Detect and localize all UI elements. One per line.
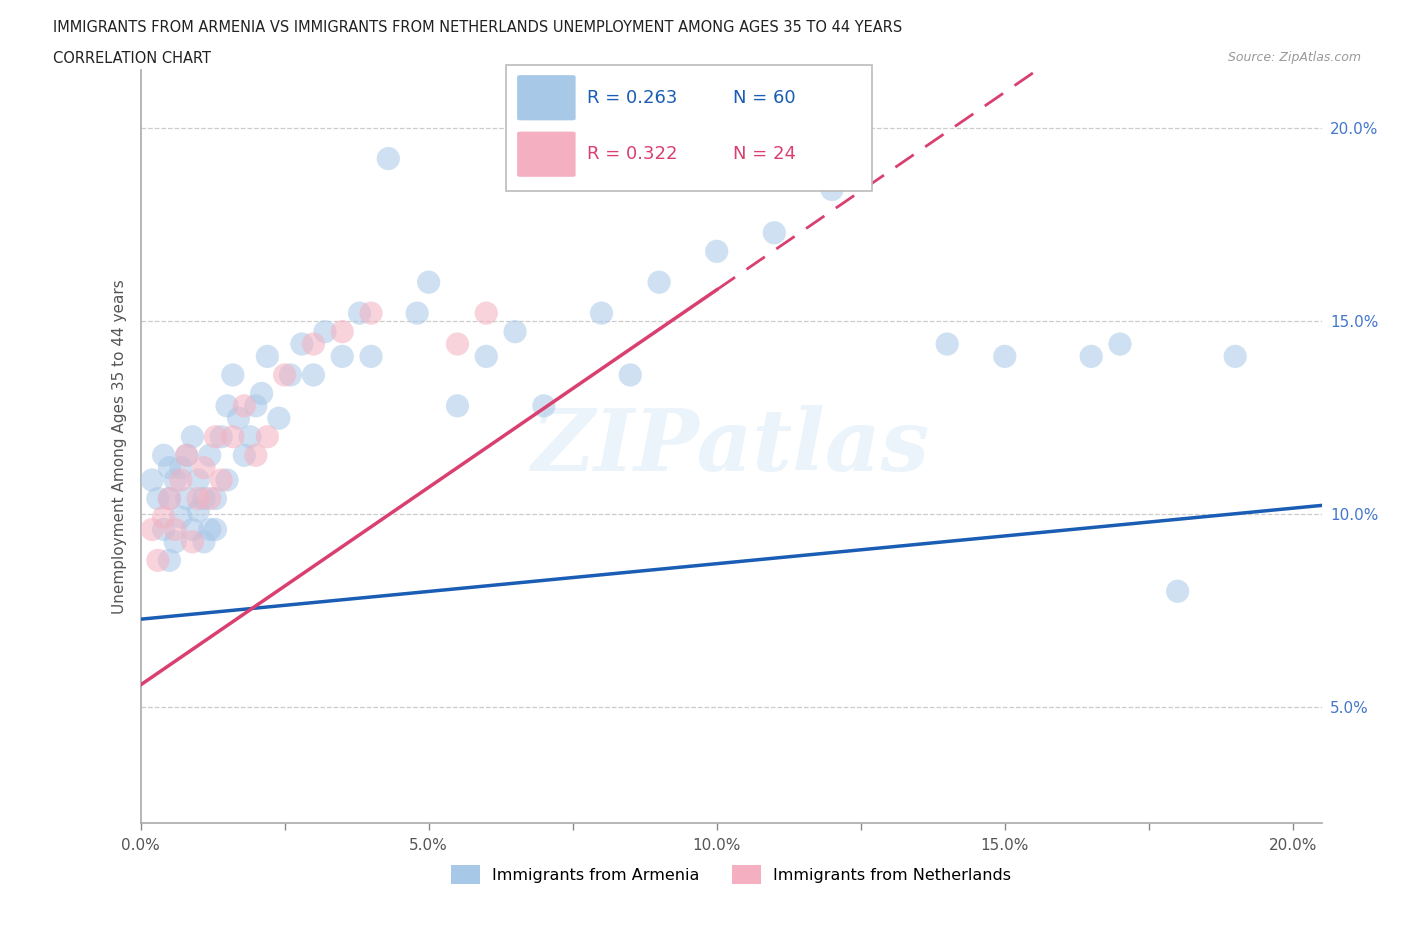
Immigrants from Armenia xyxy=(176,615,198,630)
Immigrants from Armenia xyxy=(170,654,193,669)
Immigrants from Armenia xyxy=(222,565,245,579)
Immigrants from Armenia xyxy=(267,591,290,606)
Immigrants from Armenia xyxy=(170,622,193,637)
Text: N = 60: N = 60 xyxy=(733,88,796,107)
Immigrants from Armenia xyxy=(146,642,169,657)
Immigrants from Armenia xyxy=(198,661,221,676)
Immigrants from Armenia xyxy=(349,525,371,540)
Immigrants from Netherlands xyxy=(146,681,169,696)
Immigrants from Armenia xyxy=(619,565,641,579)
Immigrants from Netherlands xyxy=(330,538,353,552)
Immigrants from Netherlands xyxy=(302,545,325,560)
Immigrants from Netherlands xyxy=(273,565,295,579)
Immigrants from Armenia xyxy=(157,642,180,657)
Immigrants from Armenia xyxy=(198,615,221,630)
Immigrants from Armenia xyxy=(1080,553,1102,568)
Immigrants from Armenia xyxy=(763,475,786,490)
Immigrants from Armenia xyxy=(165,669,187,684)
Y-axis label: Unemployment Among Ages 35 to 44 years: Unemployment Among Ages 35 to 44 years xyxy=(111,279,127,614)
Immigrants from Armenia xyxy=(503,538,526,552)
Immigrants from Armenia xyxy=(994,553,1017,568)
Immigrants from Armenia xyxy=(204,642,226,657)
FancyBboxPatch shape xyxy=(517,132,575,177)
Immigrants from Armenia xyxy=(215,584,238,599)
Immigrants from Armenia xyxy=(228,591,250,606)
Immigrants from Armenia xyxy=(821,448,844,463)
Immigrants from Netherlands xyxy=(187,642,209,657)
Immigrants from Netherlands xyxy=(198,642,221,657)
Immigrants from Netherlands xyxy=(475,525,498,540)
Immigrants from Armenia xyxy=(648,507,671,522)
Immigrants from Netherlands xyxy=(256,604,278,618)
Immigrants from Netherlands xyxy=(176,615,198,630)
Immigrants from Armenia xyxy=(256,553,278,568)
Immigrants from Armenia xyxy=(706,487,728,502)
Immigrants from Armenia xyxy=(187,649,209,664)
Immigrants from Netherlands xyxy=(360,525,382,540)
Immigrants from Armenia xyxy=(302,565,325,579)
Immigrants from Netherlands xyxy=(170,631,193,645)
Text: CORRELATION CHART: CORRELATION CHART xyxy=(53,51,211,66)
Immigrants from Armenia xyxy=(141,631,163,645)
Immigrants from Armenia xyxy=(360,553,382,568)
Immigrants from Netherlands xyxy=(193,622,215,637)
Immigrants from Armenia xyxy=(291,545,314,560)
Immigrants from Netherlands xyxy=(165,661,187,676)
Legend: Immigrants from Armenia, Immigrants from Netherlands: Immigrants from Armenia, Immigrants from… xyxy=(444,858,1018,890)
Immigrants from Armenia xyxy=(1167,699,1189,714)
Immigrants from Armenia xyxy=(1225,553,1247,568)
Immigrants from Armenia xyxy=(193,642,215,657)
Immigrants from Armenia xyxy=(209,604,232,618)
Text: IMMIGRANTS FROM ARMENIA VS IMMIGRANTS FROM NETHERLANDS UNEMPLOYMENT AMONG AGES 3: IMMIGRANTS FROM ARMENIA VS IMMIGRANTS FR… xyxy=(53,20,903,35)
Immigrants from Netherlands xyxy=(245,615,267,630)
Immigrants from Armenia xyxy=(157,622,180,637)
Immigrants from Netherlands xyxy=(659,217,682,232)
Immigrants from Netherlands xyxy=(157,642,180,657)
Immigrants from Armenia xyxy=(181,661,204,676)
Immigrants from Netherlands xyxy=(141,661,163,676)
Immigrants from Armenia xyxy=(245,584,267,599)
Immigrants from Netherlands xyxy=(233,584,256,599)
Immigrants from Armenia xyxy=(1109,545,1132,560)
Immigrants from Armenia xyxy=(176,642,198,657)
Immigrants from Armenia xyxy=(193,669,215,684)
Immigrants from Armenia xyxy=(239,604,262,618)
Immigrants from Armenia xyxy=(215,631,238,645)
Immigrants from Armenia xyxy=(187,631,209,645)
Immigrants from Armenia xyxy=(204,661,226,676)
Text: R = 0.263: R = 0.263 xyxy=(586,88,676,107)
Immigrants from Armenia xyxy=(475,553,498,568)
Text: ZIPatlas: ZIPatlas xyxy=(531,405,931,488)
Immigrants from Armenia xyxy=(165,631,187,645)
Immigrants from Armenia xyxy=(152,615,174,630)
Text: Source: ZipAtlas.com: Source: ZipAtlas.com xyxy=(1227,51,1361,64)
FancyBboxPatch shape xyxy=(506,65,872,191)
Text: R = 0.322: R = 0.322 xyxy=(586,145,678,164)
Immigrants from Netherlands xyxy=(209,631,232,645)
Immigrants from Armenia xyxy=(591,525,613,540)
Immigrants from Netherlands xyxy=(181,669,204,684)
Immigrants from Armenia xyxy=(377,430,399,445)
Immigrants from Armenia xyxy=(314,538,336,552)
Immigrants from Armenia xyxy=(157,681,180,696)
Immigrants from Armenia xyxy=(533,584,555,599)
Immigrants from Armenia xyxy=(181,604,204,618)
Text: N = 24: N = 24 xyxy=(733,145,796,164)
Immigrants from Netherlands xyxy=(152,654,174,669)
Immigrants from Netherlands xyxy=(446,545,468,560)
Immigrants from Armenia xyxy=(936,545,959,560)
Immigrants from Armenia xyxy=(406,525,429,540)
Immigrants from Armenia xyxy=(446,584,468,599)
Immigrants from Armenia xyxy=(152,661,174,676)
Immigrants from Armenia xyxy=(280,565,302,579)
FancyBboxPatch shape xyxy=(517,75,575,120)
Immigrants from Armenia xyxy=(233,615,256,630)
Immigrants from Netherlands xyxy=(204,604,226,618)
Immigrants from Armenia xyxy=(330,553,353,568)
Immigrants from Armenia xyxy=(250,576,273,591)
Immigrants from Armenia xyxy=(418,507,440,522)
Immigrants from Netherlands xyxy=(222,604,245,618)
